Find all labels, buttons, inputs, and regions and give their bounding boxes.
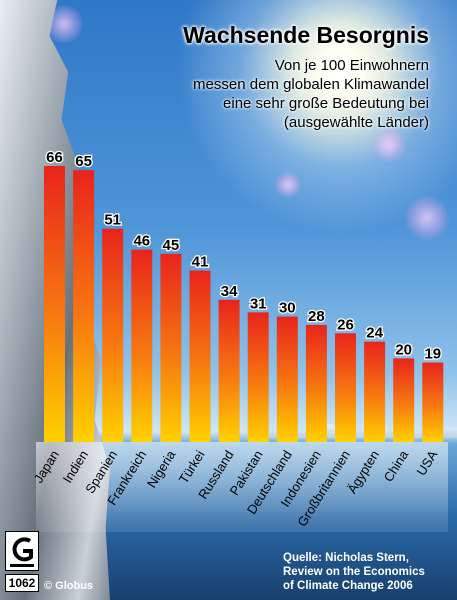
source-line-2: Review on the Economics <box>283 566 425 578</box>
graphic-number: 1062 <box>5 574 39 592</box>
data-label: 28 <box>308 308 325 325</box>
lens-flare-icon <box>372 128 406 162</box>
data-label: 66 <box>46 149 63 166</box>
data-label: 24 <box>366 325 383 342</box>
data-label: 34 <box>221 283 238 300</box>
data-label: 51 <box>104 212 121 229</box>
subtitle-line-2: messen dem globalen Klimawandel <box>193 76 429 93</box>
bar-russland <box>218 299 240 442</box>
bar-indien <box>73 170 95 442</box>
data-label: 31 <box>250 295 267 312</box>
copyright-credit: © Globus <box>44 580 94 592</box>
bar-großbritannien <box>335 333 356 442</box>
bar-nigeria <box>160 253 182 442</box>
label-band <box>36 442 448 532</box>
bar-usa <box>422 362 444 442</box>
data-label: 65 <box>75 153 92 170</box>
subtitle-line-3: eine sehr große Bedeutung bei <box>223 95 429 112</box>
bar-deutschland <box>276 316 298 442</box>
bar-indonesien <box>305 324 327 442</box>
lens-flare-icon <box>405 196 449 240</box>
globus-logo-icon <box>5 531 39 571</box>
chart-title: Wachsende Besorgnis <box>183 22 429 48</box>
data-label: 19 <box>424 346 441 363</box>
source-line-3: of Climate Change 2006 <box>283 580 413 592</box>
subtitle-line-1: Von je 100 Einwohnern <box>274 57 429 74</box>
subtitle-line-4: (ausgewählte Länder) <box>283 114 429 131</box>
bar-pakistan <box>247 312 269 442</box>
bar-china <box>393 358 415 442</box>
bar-türkei <box>189 270 211 442</box>
data-label: 45 <box>163 237 180 254</box>
source-line-1: Quelle: Nicholas Stern, <box>283 552 409 564</box>
data-label: 41 <box>192 254 209 271</box>
data-label: 46 <box>133 233 150 250</box>
bar-spanien <box>102 228 124 442</box>
bar-frankreich <box>131 249 153 442</box>
bar-japan <box>44 166 65 442</box>
data-label: 26 <box>337 316 354 333</box>
bar-ägypten <box>364 341 386 442</box>
lens-flare-icon <box>275 172 301 198</box>
data-label: 30 <box>279 300 296 317</box>
data-label: 20 <box>395 341 412 358</box>
